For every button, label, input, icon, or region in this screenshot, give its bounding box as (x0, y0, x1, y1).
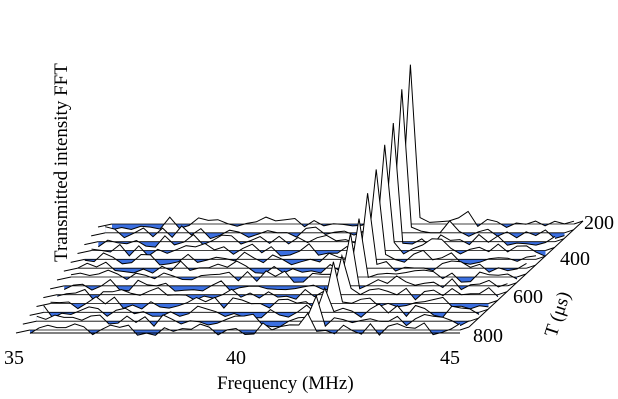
trace-fill (112, 64, 574, 230)
right-tick (516, 273, 527, 278)
left-tick (22, 320, 37, 325)
trace-line (98, 123, 556, 248)
left-tick (15, 329, 31, 334)
right-tick (459, 326, 470, 331)
trace-line (91, 144, 546, 257)
trace-line (43, 286, 480, 319)
right-tick (535, 255, 546, 260)
right-tick (469, 317, 479, 322)
left-tick (91, 232, 106, 237)
z-tick-label-800: 800 (473, 325, 503, 347)
x-tick-label-45: 45 (440, 347, 460, 369)
right-tick (488, 300, 498, 304)
trace-line (70, 218, 518, 283)
trace-line (57, 253, 499, 302)
right-tick (478, 308, 489, 313)
right-tick (554, 238, 565, 243)
trace-fill (98, 123, 556, 248)
trace-cover (30, 313, 460, 330)
right-tick (507, 282, 517, 287)
trace-cover (105, 89, 565, 233)
trace-cover (112, 64, 574, 224)
right-tick (526, 264, 536, 269)
right-tick (497, 291, 508, 296)
left-tick (70, 258, 85, 263)
trace-line (36, 294, 470, 328)
left-tick (36, 303, 51, 307)
right-tick (545, 247, 555, 251)
trace-line (63, 233, 508, 292)
trace-line (29, 312, 461, 336)
x-tick-label-35: 35 (4, 347, 24, 369)
left-tick (97, 223, 113, 228)
z-tick-label-200: 200 (584, 212, 614, 234)
z-axis-line (468, 220, 584, 328)
z-tick-label-600: 600 (513, 286, 543, 308)
trace-line (111, 64, 575, 231)
left-tick (29, 311, 44, 316)
left-tick (63, 267, 78, 272)
trace-cover (98, 123, 555, 242)
x-axis-title: Frequency (MHz) (217, 373, 354, 394)
left-tick (50, 285, 65, 290)
trace-cover (36, 295, 470, 322)
left-tick (43, 294, 58, 299)
z-axis-title: T (μs) (541, 289, 575, 339)
trace-cover (57, 255, 498, 295)
trace-line (105, 89, 565, 240)
trace-line (77, 193, 527, 275)
trace-fill (30, 313, 460, 336)
ticks-layer (15, 220, 584, 334)
trace-fill (105, 89, 565, 239)
left-tick (77, 250, 92, 254)
z-tick-label-400: 400 (560, 248, 590, 270)
right-tick (564, 229, 574, 234)
trace-cover (43, 288, 479, 313)
x-tick-label-40: 40 (226, 347, 246, 369)
left-tick (56, 276, 72, 281)
y-axis-title: Transmitted intensity FFT (51, 63, 72, 262)
left-tick (84, 241, 99, 246)
traces-layer (29, 64, 575, 336)
right-tick (573, 220, 584, 225)
